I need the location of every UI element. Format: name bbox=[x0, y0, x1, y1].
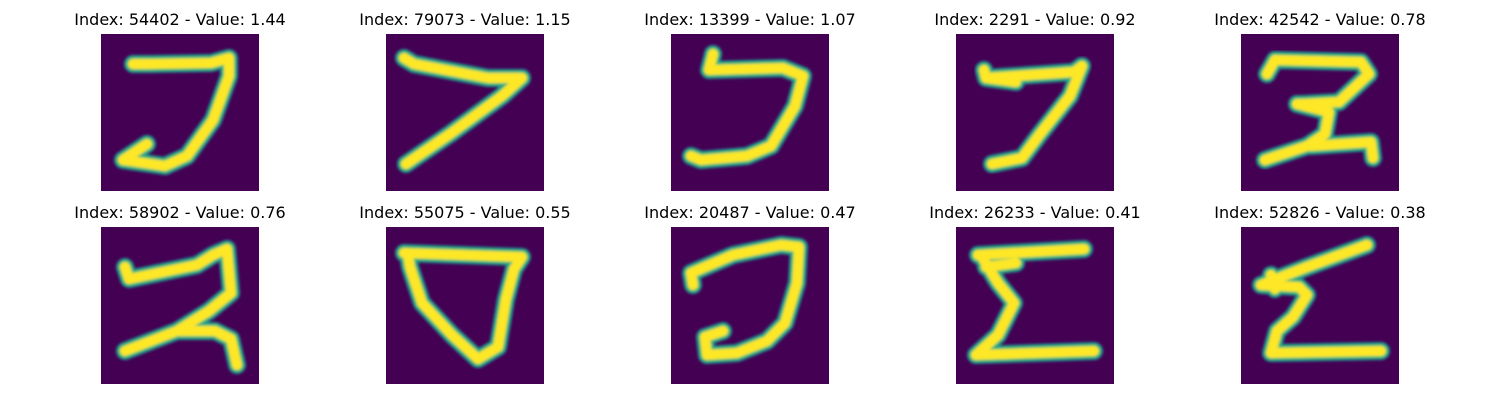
panel-title: Index: 79073 - Value: 1.15 bbox=[359, 10, 571, 29]
panel-title: Index: 2291 - Value: 0.92 bbox=[934, 10, 1136, 29]
digit-image bbox=[956, 34, 1114, 191]
panel-title: Index: 54402 - Value: 1.44 bbox=[74, 10, 286, 29]
panel-4: Index: 2291 - Value: 0.92 bbox=[885, 0, 1185, 191]
panel-title: Index: 26233 - Value: 0.41 bbox=[929, 203, 1141, 222]
digit-image bbox=[671, 227, 829, 384]
panel-5: Index: 42542 - Value: 0.78 bbox=[1170, 0, 1470, 191]
digit-image bbox=[386, 227, 544, 384]
digit-image bbox=[671, 34, 829, 191]
panel-6: Index: 58902 - Value: 0.76 bbox=[30, 193, 330, 384]
digit-image bbox=[101, 34, 259, 191]
panel-9: Index: 26233 - Value: 0.41 bbox=[885, 193, 1185, 384]
glyph-drawing bbox=[114, 49, 238, 175]
digit-image bbox=[101, 227, 259, 384]
panel-8: Index: 20487 - Value: 0.47 bbox=[600, 193, 900, 384]
panel-1: Index: 54402 - Value: 1.44 bbox=[30, 0, 330, 191]
digit-image bbox=[1241, 227, 1399, 384]
panel-3: Index: 13399 - Value: 1.07 bbox=[600, 0, 900, 191]
digit-image bbox=[956, 227, 1114, 384]
panel-10: Index: 52826 - Value: 0.38 bbox=[1170, 193, 1470, 384]
digit-image bbox=[386, 34, 544, 191]
panel-7: Index: 55075 - Value: 0.55 bbox=[315, 193, 615, 384]
panel-title: Index: 20487 - Value: 0.47 bbox=[644, 203, 856, 222]
panel-title: Index: 55075 - Value: 0.55 bbox=[359, 203, 571, 222]
digit-image bbox=[1241, 34, 1399, 191]
panel-title: Index: 42542 - Value: 0.78 bbox=[1214, 10, 1426, 29]
panel-title: Index: 58902 - Value: 0.76 bbox=[74, 203, 286, 222]
panel-title: Index: 52826 - Value: 0.38 bbox=[1214, 203, 1426, 222]
panel-2: Index: 79073 - Value: 1.15 bbox=[315, 0, 615, 191]
panel-title: Index: 13399 - Value: 1.07 bbox=[644, 10, 856, 29]
